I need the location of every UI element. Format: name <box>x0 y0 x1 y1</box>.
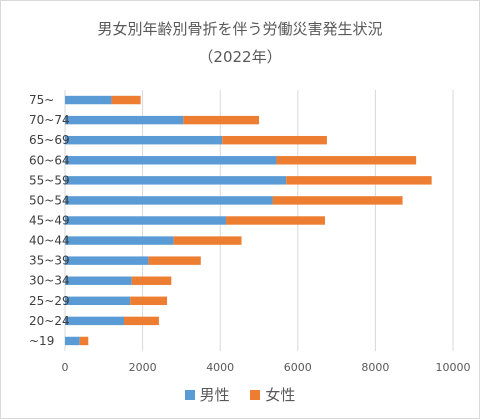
x-tick-label: 8000 <box>361 361 389 374</box>
bar-male <box>65 115 184 125</box>
bar-male <box>65 296 131 306</box>
bar-male <box>65 156 277 165</box>
x-tick-label: 6000 <box>284 361 312 374</box>
y-category-label: 20~24 <box>29 314 70 328</box>
legend-item-male: 男性 <box>184 384 230 405</box>
y-category-label: 55~59 <box>29 173 70 187</box>
y-category-label: 40~44 <box>29 234 70 248</box>
bar-male <box>65 316 124 326</box>
legend-item-female: 女性 <box>250 384 295 405</box>
bar-male <box>65 256 149 265</box>
bar-female <box>130 296 168 306</box>
bar-male <box>65 95 112 105</box>
bar-female <box>222 135 327 145</box>
y-category-label: 45~49 <box>29 214 70 228</box>
bar-female <box>183 115 259 125</box>
chart-title: 男女別年齢別骨折を伴う労働災害発生状況 <box>97 20 383 38</box>
legend-swatch-male <box>184 389 195 400</box>
bar-male <box>65 135 223 145</box>
bar-female <box>148 256 201 265</box>
legend-label-female: 女性 <box>265 386 296 404</box>
y-category-label: 60~64 <box>29 153 70 167</box>
y-category-label: 30~34 <box>29 274 70 288</box>
x-tick-label: 0 <box>62 361 69 374</box>
y-category-label: 75~ <box>29 93 54 107</box>
y-category-label: 25~29 <box>29 294 70 308</box>
bar-female <box>276 156 417 165</box>
x-tick-label: 4000 <box>206 361 234 374</box>
y-category-label: 70~74 <box>29 113 70 127</box>
y-category-label: 65~69 <box>29 133 70 147</box>
legend-label-male: 男性 <box>199 386 230 404</box>
legend-swatch-female <box>250 389 261 400</box>
bar-male <box>65 336 80 346</box>
x-tick-label: 2000 <box>129 361 157 374</box>
bar-female <box>79 336 89 346</box>
bar-female <box>286 176 432 185</box>
y-category-label: 50~54 <box>29 193 70 207</box>
chart-subtitle: （2022年） <box>198 48 282 66</box>
bar-female <box>111 95 141 105</box>
bar-female <box>131 276 172 285</box>
bar-female <box>123 316 159 326</box>
y-category-label: 35~39 <box>29 254 70 268</box>
bar-female <box>272 196 403 205</box>
bar-male <box>65 236 174 245</box>
y-category-label: ~19 <box>29 334 54 348</box>
bar-male <box>65 176 287 185</box>
legend: 男性 女性 <box>1 384 479 405</box>
bar-female <box>226 216 325 225</box>
bar-male <box>65 276 132 285</box>
x-tick-label: 10000 <box>436 361 471 374</box>
bar-male <box>65 196 273 205</box>
bar-female <box>173 236 242 245</box>
bar-male <box>65 216 227 225</box>
